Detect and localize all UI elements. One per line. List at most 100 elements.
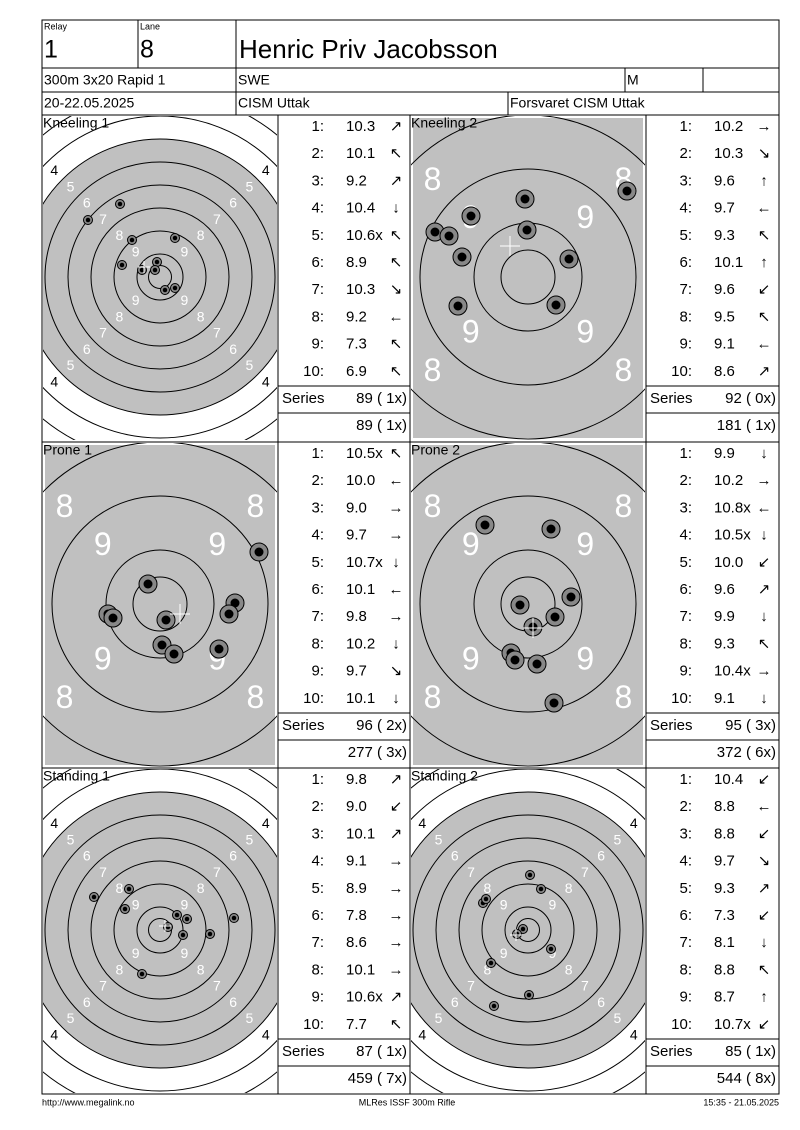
ring-number: 4 [50,162,58,178]
ring-number: 6 [597,848,605,864]
shot-number: 3: [679,825,692,842]
shot-score: 9.9 [714,608,735,625]
shot-number: 2: [311,145,324,162]
shot-center [538,886,544,892]
shot-center [231,915,237,921]
shot-direction: ↓ [760,690,768,707]
shot-score: 9.6 [714,281,735,298]
shot-direction: ↓ [392,200,400,217]
shot-direction: ↑ [760,172,768,189]
club: CISM Uttak [238,95,311,111]
shot-center [162,287,168,293]
shot-score: 10.7x [714,1016,751,1033]
series-total: 89 ( 1x) [356,390,407,407]
shot-center [180,932,186,938]
ring-number: 6 [229,195,237,211]
shot-center [520,194,530,204]
shot-center [224,609,234,619]
ring-number: 9 [132,292,140,308]
ring-number: 6 [229,341,237,357]
ring-number: 4 [262,162,270,178]
shot-direction: ↖ [758,635,771,652]
shot-direction: → [389,961,404,978]
ring-number: 9 [94,526,112,562]
shot-direction: ↖ [390,1016,403,1033]
shot-center [108,613,118,623]
ring-number: 5 [246,357,254,373]
shot-score: 10.1 [346,581,375,598]
ring-number: 9 [180,292,188,308]
ring [43,116,277,439]
shot-score: 9.3 [714,635,735,652]
header: Relay 1 Lane 8 Henric Priv Jacobsson 300… [41,19,780,1095]
shot-direction: ↖ [390,254,403,271]
shot-center [488,960,494,966]
shot-direction: ↗ [390,989,403,1006]
shot-center [207,931,213,937]
running-total: 459 ( 7x) [348,1070,407,1087]
ring-number: 8 [56,488,74,524]
ring-number: 9 [208,526,226,562]
ring-number: 6 [83,848,91,864]
shot-number: 10: [671,690,692,707]
shot-direction: ↖ [390,336,403,353]
shot-score: 10.5x [714,527,751,544]
shot-number: 6: [679,581,692,598]
ring-number: 9 [462,641,480,677]
ring-number: 6 [451,994,459,1010]
shot-score: 10.4 [346,200,375,217]
ring-number: 4 [50,1026,58,1042]
ring-number: 7 [581,978,589,994]
ring [435,837,621,1023]
shot-direction: ↗ [758,880,771,897]
shot-number: 8: [679,308,692,325]
ring-number: 7 [213,864,221,880]
shot-number: 8: [679,961,692,978]
ring-number: 8 [615,352,633,388]
panel-title: Kneeling 1 [43,115,109,131]
shot-score: 8.6 [714,363,735,380]
ring-number: 5 [67,178,75,194]
shot-score: 9.3 [714,227,735,244]
shot-direction: → [757,663,772,680]
shot-center [139,971,145,977]
shot-direction: ↓ [392,554,400,571]
shot-direction: ↑ [760,989,768,1006]
shot-direction: ↓ [760,934,768,951]
shot-direction: ↖ [390,445,403,462]
shot-score: 9.7 [346,527,367,544]
shot-number: 3: [311,825,324,842]
ring-number: 9 [576,526,594,562]
ring [411,769,645,1092]
shot-score: 8.8 [714,961,735,978]
shot-number: 7: [311,608,324,625]
shot-score: 7.3 [346,336,367,353]
shot-score: 10.4x [714,663,751,680]
ring [412,814,644,1046]
shot-score: 10.1 [714,254,743,271]
ring-number: 6 [229,848,237,864]
shot-center [551,300,561,310]
shot-direction: → [389,608,404,625]
shot-score: 10.7x [346,554,383,571]
footer: http://www.megalink.no MLRes ISSF 300m R… [42,1097,779,1107]
ring-number: 7 [99,211,107,227]
group-center [510,929,522,941]
shot-score: 10.6x [346,989,383,1006]
ring-number: 8 [56,679,74,715]
shot-number: 4: [679,527,692,544]
shot-number: 9: [311,663,324,680]
running-total: 277 ( 3x) [348,744,407,761]
ring [411,791,645,1069]
ring-number: 6 [83,341,91,357]
shot-direction: ← [389,472,404,489]
ring-number: 8 [197,227,205,243]
shot-direction: ← [757,336,772,353]
ring [113,230,207,324]
shot-direction: → [389,880,404,897]
shot-center [214,644,224,654]
shot-center [172,285,178,291]
